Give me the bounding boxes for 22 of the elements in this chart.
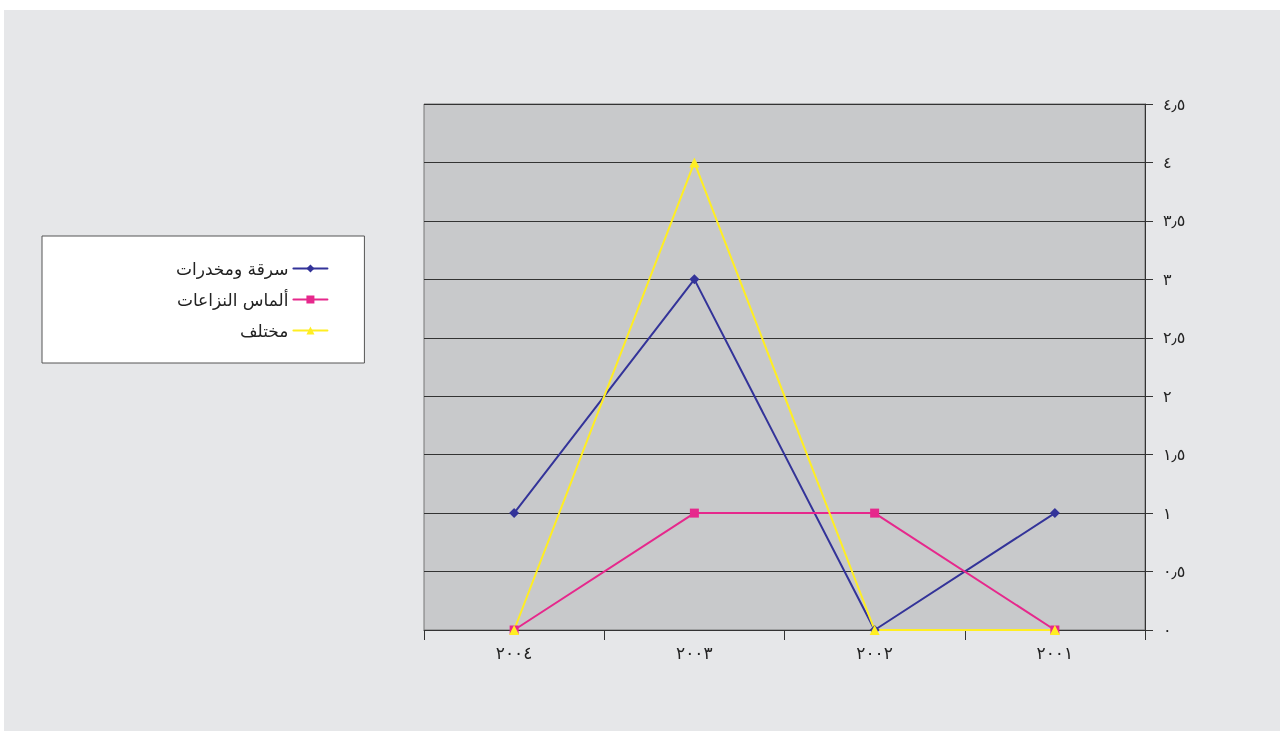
y-tick-label: ٤ xyxy=(1163,152,1172,172)
y-tick-label: ٠٫٥ xyxy=(1163,562,1186,582)
y-tick-label: ٢٫٥ xyxy=(1163,328,1186,348)
y-tick-label: ٠ xyxy=(1163,620,1172,640)
y-tick-label: ١ xyxy=(1163,503,1172,523)
point xyxy=(689,508,699,518)
y-tick-label: ٢ xyxy=(1163,386,1172,406)
y-tick-label: ١٫٥ xyxy=(1163,445,1186,465)
x-tick-label: ٢٠٠٣ xyxy=(676,642,713,663)
point xyxy=(870,508,880,518)
point xyxy=(509,508,520,519)
x-tick-label: ٢٠٠٢ xyxy=(856,642,893,663)
legend-label: مختلف xyxy=(239,320,289,341)
legend-label: سرقة ومخدرات xyxy=(176,258,289,279)
legend-label: ألماس النزاعات xyxy=(176,288,289,310)
point xyxy=(1049,508,1060,519)
x-tick-label: ٢٠٠١ xyxy=(1036,642,1074,663)
point xyxy=(689,274,700,285)
y-tick-label: ٣ xyxy=(1163,269,1172,289)
x-tick-label: ٢٠٠٤ xyxy=(495,642,533,663)
y-tick-label: ٤٫٥ xyxy=(1163,94,1186,114)
y-tick-label: ٣٫٥ xyxy=(1163,211,1186,231)
